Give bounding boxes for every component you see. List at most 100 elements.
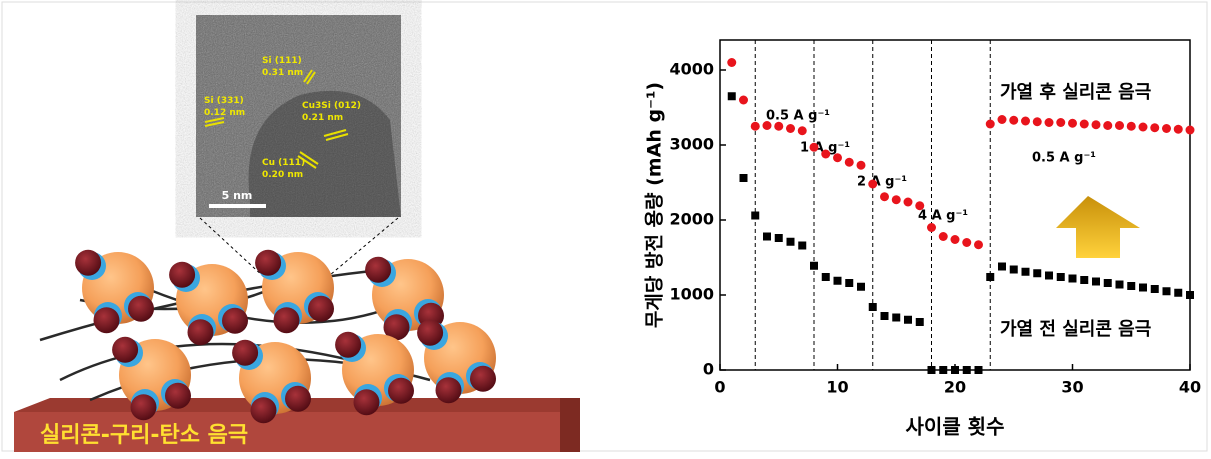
y-tick-label: 4000 (669, 60, 714, 79)
x-tick-label: 20 (944, 378, 966, 397)
data-point (892, 195, 901, 204)
x-tick-label: 0 (714, 378, 725, 397)
copper-particle (75, 250, 101, 276)
data-point (1127, 122, 1136, 131)
data-point (880, 192, 889, 201)
copper-particle (354, 389, 380, 415)
data-point (1010, 266, 1018, 274)
data-point (1139, 284, 1147, 292)
data-point (1045, 272, 1053, 280)
copper-particle (94, 307, 120, 333)
data-point (892, 314, 900, 322)
data-point (904, 316, 912, 324)
data-point (1056, 118, 1065, 127)
data-point (869, 303, 877, 311)
copper-particle (232, 340, 258, 366)
data-point (1068, 119, 1077, 128)
data-point (928, 366, 936, 374)
data-point (951, 366, 959, 374)
data-point (939, 366, 947, 374)
rate-annotation: 0.5 A g⁻¹ (1032, 151, 1096, 166)
data-point (786, 124, 795, 133)
data-point (740, 174, 748, 182)
y-axis-label: 무게당 방전 용량 (mAh g⁻¹) (644, 82, 666, 328)
rate-annotation: 2 A g⁻¹ (857, 175, 907, 190)
data-point (775, 234, 783, 242)
figure: 5 nm Si (111)0.31 nmSi (331)0.12 nmCu3Si… (0, 0, 1211, 455)
data-point (822, 273, 830, 281)
data-point (763, 121, 772, 130)
data-point (1021, 117, 1030, 126)
data-point (915, 201, 924, 210)
data-point (751, 122, 760, 131)
data-point (986, 273, 994, 281)
copper-particle (335, 332, 361, 358)
copper-particle (365, 257, 391, 283)
copper-particle (285, 386, 311, 412)
data-point (951, 235, 960, 244)
copper-particle (222, 308, 248, 334)
data-point (963, 366, 971, 374)
copper-particle (251, 397, 277, 423)
data-point (927, 223, 936, 232)
y-tick-label: 2000 (669, 210, 714, 229)
data-point (1057, 273, 1065, 281)
data-point (774, 122, 783, 131)
electrode-label: 실리콘-구리-탄소 음극 (40, 423, 248, 448)
data-point (1174, 289, 1182, 297)
data-point (1139, 123, 1148, 132)
copper-particle (131, 394, 157, 420)
x-tick-label: 40 (1179, 378, 1201, 397)
data-point (1104, 279, 1112, 287)
data-point (1092, 278, 1100, 286)
data-point (962, 238, 971, 247)
data-point (1069, 275, 1077, 283)
copper-particle (255, 250, 281, 276)
data-point (728, 92, 736, 100)
y-tick-label: 0 (703, 360, 714, 379)
data-point (1033, 269, 1041, 277)
data-point (1009, 116, 1018, 125)
x-tick-label: 30 (1061, 378, 1083, 397)
data-point (810, 143, 819, 152)
y-tick-label: 1000 (669, 285, 714, 304)
data-point (1080, 276, 1088, 284)
data-point (1151, 285, 1159, 293)
slab-side (560, 398, 580, 452)
copper-particle (165, 383, 191, 409)
rate-annotation: 4 A g⁻¹ (918, 209, 968, 224)
data-point (857, 283, 865, 291)
data-point (751, 212, 759, 220)
data-point (763, 233, 771, 241)
data-point (810, 262, 818, 270)
data-point (821, 150, 830, 159)
data-point (904, 198, 913, 207)
data-point (1092, 120, 1101, 129)
data-point (881, 312, 889, 320)
data-point (1163, 287, 1171, 295)
copper-particle (112, 337, 138, 363)
data-point (1103, 121, 1112, 130)
data-point (787, 238, 795, 246)
data-point (1186, 126, 1195, 135)
data-point (975, 366, 983, 374)
data-point (845, 158, 854, 167)
copper-particle (308, 296, 334, 322)
copper-particle (436, 377, 462, 403)
data-point (1116, 281, 1124, 289)
data-point (986, 120, 995, 129)
x-tick-label: 10 (826, 378, 848, 397)
rate-annotation: 0.5 A g⁻¹ (766, 109, 830, 124)
data-point (998, 115, 1007, 124)
data-point (1127, 282, 1135, 290)
data-point (857, 161, 866, 170)
series-label: 가열 후 실리콘 음극 (1000, 82, 1151, 103)
data-point (1150, 123, 1159, 132)
data-point (798, 126, 807, 135)
data-point (834, 277, 842, 285)
data-point (739, 96, 748, 105)
x-axis-label: 사이클 횟수 (906, 415, 1005, 439)
data-point (727, 58, 736, 67)
data-point (798, 242, 806, 250)
copper-particle (388, 378, 414, 404)
